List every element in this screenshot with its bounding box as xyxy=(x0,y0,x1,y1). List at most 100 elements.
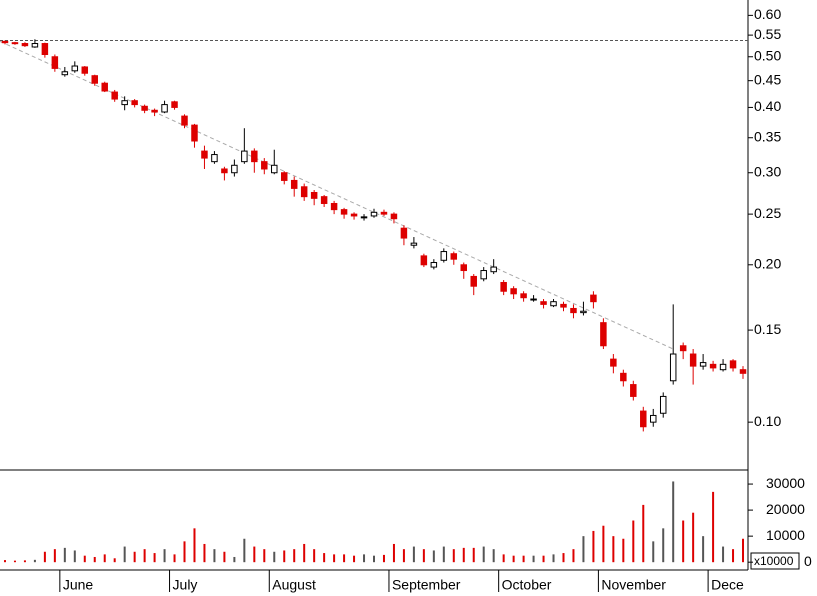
volume-bar xyxy=(712,491,715,563)
volume-bar xyxy=(373,555,375,563)
x-tick-label: November xyxy=(601,577,666,593)
volume-bar xyxy=(333,554,336,563)
candle-body xyxy=(500,281,507,292)
candle-body xyxy=(191,124,198,142)
candle-body xyxy=(21,43,29,47)
candle-body xyxy=(261,161,268,170)
candle-body xyxy=(231,164,238,174)
volume-tick-label: 10000 xyxy=(766,527,805,543)
volume-bar xyxy=(213,549,216,563)
volume-bar xyxy=(512,555,515,563)
candle-body xyxy=(310,191,318,199)
volume-bar xyxy=(702,536,705,563)
x-tick-label: June xyxy=(63,577,94,593)
candle-body xyxy=(1,40,9,44)
candle-body xyxy=(161,104,168,113)
volume-bar xyxy=(3,560,6,563)
volume-bar xyxy=(323,553,326,563)
volume-bar xyxy=(502,554,505,563)
y-tick-label: 0.25 xyxy=(754,205,781,221)
volume-bar xyxy=(133,551,136,563)
x-tick-label: September xyxy=(392,577,461,593)
volume-bar xyxy=(532,555,535,563)
candle-body xyxy=(61,71,69,76)
trend-line xyxy=(0,40,674,350)
volume-bar xyxy=(562,553,565,563)
volume-bar xyxy=(193,528,196,563)
y-tick-label: 0.55 xyxy=(754,26,781,42)
volume-bar xyxy=(572,549,575,563)
candle-body xyxy=(390,213,398,220)
candle-body xyxy=(300,186,308,198)
volume-bar xyxy=(23,560,26,563)
unit-box xyxy=(750,552,800,570)
volume-bar xyxy=(542,555,545,563)
candle-body xyxy=(251,150,258,163)
volume-bar xyxy=(602,525,605,563)
volume-bar xyxy=(412,546,415,563)
volume-bar xyxy=(452,549,455,563)
volume-bar xyxy=(652,541,655,563)
y-tick-label: 0.15 xyxy=(754,321,781,337)
candle-body xyxy=(11,42,19,45)
volume-bar xyxy=(93,556,96,563)
volume-tick-label: 30000 xyxy=(766,475,805,491)
volume-bar xyxy=(43,551,46,563)
volume-bar xyxy=(233,556,236,563)
candle-body xyxy=(739,369,747,374)
candle-body xyxy=(620,372,627,382)
volume-bar xyxy=(223,551,226,563)
candle-body xyxy=(699,362,707,367)
candle-body xyxy=(51,56,59,69)
volume-bar xyxy=(692,512,695,563)
volume-bar xyxy=(422,549,425,563)
candle-body xyxy=(560,303,567,308)
volume-bar xyxy=(522,555,525,563)
volume-bar xyxy=(73,550,76,563)
volume-bar xyxy=(432,550,435,563)
candle-body xyxy=(689,353,697,367)
candle-body xyxy=(510,288,517,295)
candle-body xyxy=(171,101,178,108)
candle-body xyxy=(650,414,657,423)
candle-body xyxy=(181,115,188,126)
candle-body xyxy=(470,275,477,287)
candle-body xyxy=(400,227,408,239)
candle-body xyxy=(31,43,39,48)
candle-body xyxy=(350,213,358,217)
candle-body xyxy=(131,100,138,106)
volume-bar xyxy=(143,549,146,563)
volume-bar xyxy=(243,538,246,563)
volume-bar xyxy=(183,541,186,563)
volume-bar xyxy=(472,547,475,563)
volume-tick-label: 20000 xyxy=(766,501,805,517)
candle-body xyxy=(460,264,468,272)
volume-bar xyxy=(153,553,156,563)
y-tick-label: 0.10 xyxy=(754,413,781,429)
volume-bar xyxy=(33,559,36,563)
x-tick-label: October xyxy=(502,577,552,593)
candle-body xyxy=(719,363,727,371)
candle-body xyxy=(71,65,79,72)
candle-body xyxy=(410,242,418,246)
volume-bar xyxy=(353,555,356,563)
volume-bar xyxy=(742,538,745,563)
candle-body xyxy=(280,172,288,181)
candle-body xyxy=(271,164,278,174)
volume-bar xyxy=(482,546,485,563)
candle-body xyxy=(520,293,527,299)
volume-bar xyxy=(622,538,625,563)
volume-bar xyxy=(442,546,445,563)
volume-bar xyxy=(612,536,615,563)
candle-body xyxy=(290,179,298,189)
candle-body xyxy=(490,266,497,273)
volume-bar xyxy=(582,536,585,563)
candle-body xyxy=(729,360,737,369)
volume-bar xyxy=(303,543,306,563)
candle-body xyxy=(679,345,687,352)
y-tick-label: 0.30 xyxy=(754,163,781,179)
candle-body xyxy=(530,298,537,301)
candle-body xyxy=(101,82,108,92)
volume-bar xyxy=(263,549,266,563)
volume-bar xyxy=(363,554,366,563)
